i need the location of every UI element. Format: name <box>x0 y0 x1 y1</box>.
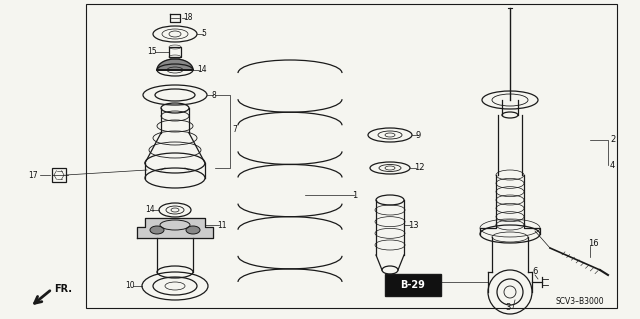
Text: B-29: B-29 <box>401 280 426 290</box>
Bar <box>385 274 441 296</box>
Text: 11: 11 <box>217 220 227 229</box>
Ellipse shape <box>186 226 200 234</box>
Text: 2: 2 <box>610 136 615 145</box>
Text: 13: 13 <box>408 220 419 229</box>
Text: 17: 17 <box>28 170 38 180</box>
Text: 6: 6 <box>532 268 538 277</box>
Polygon shape <box>157 59 193 70</box>
Text: 9: 9 <box>416 130 421 139</box>
Text: 14: 14 <box>145 205 155 214</box>
Text: 3: 3 <box>505 303 510 313</box>
Text: 10: 10 <box>125 281 135 291</box>
Ellipse shape <box>150 226 164 234</box>
Text: 4: 4 <box>610 160 615 169</box>
Text: 5: 5 <box>201 29 206 39</box>
Text: 7: 7 <box>232 125 237 135</box>
Text: 16: 16 <box>588 239 598 248</box>
Text: FR.: FR. <box>54 284 72 294</box>
Polygon shape <box>137 218 213 238</box>
Text: 8: 8 <box>211 91 216 100</box>
Text: 18: 18 <box>183 13 193 23</box>
Text: SCV3–B3000: SCV3–B3000 <box>555 298 604 307</box>
Bar <box>169 47 181 57</box>
Text: 14: 14 <box>197 65 207 75</box>
Bar <box>86 4 617 308</box>
Text: 12: 12 <box>414 164 424 173</box>
Text: 15: 15 <box>147 48 157 56</box>
Bar <box>52 168 66 182</box>
Text: 1: 1 <box>352 190 357 199</box>
